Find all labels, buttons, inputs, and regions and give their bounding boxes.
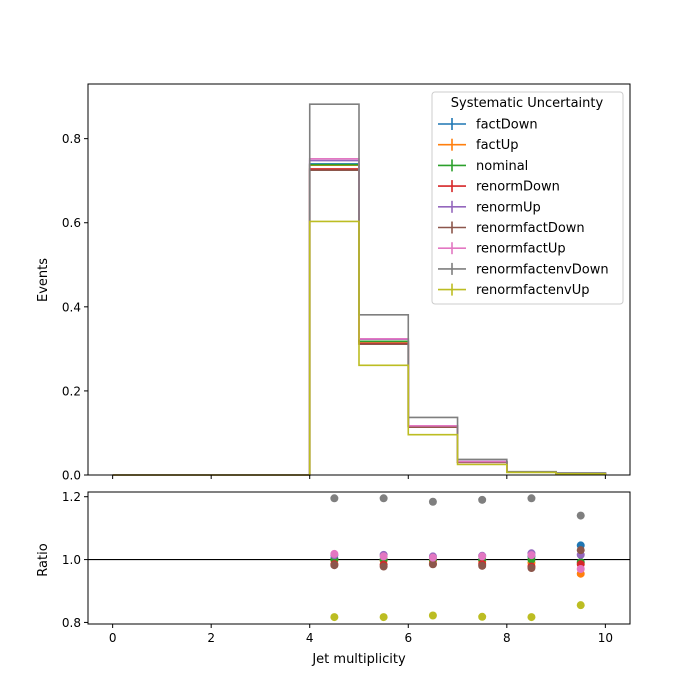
legend-title: Systematic Uncertainty — [451, 96, 604, 111]
ratio-point — [330, 613, 339, 622]
ratio-point — [527, 613, 536, 622]
legend-entry-renormfactenvUp: renormfactenvUp — [438, 283, 590, 298]
ratio-point — [478, 561, 487, 570]
ratio-point — [379, 552, 388, 561]
ratio-point — [576, 546, 585, 555]
ratio-point — [428, 560, 437, 569]
x-tick-label: 6 — [404, 631, 412, 645]
main-y-tick-label: 0.0 — [62, 469, 81, 483]
ratio-x-ticks: 0 2 4 6 8 10 — [109, 624, 613, 645]
ratio-point — [379, 613, 388, 622]
ratio-y-tick-label: 1.2 — [62, 490, 81, 504]
legend-entry-renormfactDown: renormfactDown — [438, 221, 585, 236]
ratio-point — [576, 511, 585, 520]
main-axes-frame — [87, 83, 631, 476]
ratio-y-tick-label: 1.0 — [62, 553, 81, 567]
main-y-tick-label: 0.2 — [62, 384, 81, 398]
legend-label: factDown — [476, 118, 538, 133]
legend-entries: factDown factUp nominal renormDown renormUp r… — [438, 118, 609, 298]
legend-entry-renormfactenvDown: renormfactenvDown — [438, 262, 609, 277]
ratio-series-renormfactenvUp — [330, 601, 585, 622]
main-y-tick-label: 0.8 — [62, 132, 81, 146]
legend-entry-renormUp: renormUp — [438, 200, 541, 215]
ratio-point — [478, 612, 487, 621]
legend-entry-renormfactUp: renormfactUp — [438, 242, 566, 257]
legend-label: renormUp — [476, 200, 541, 215]
legend-label: renormfactenvUp — [476, 283, 590, 298]
ratio-y-ticks: 0.8 1.0 1.2 — [62, 490, 88, 630]
ratio-point — [478, 495, 487, 504]
main-y-tick-label: 0.6 — [62, 216, 81, 230]
ratio-point — [428, 611, 437, 620]
x-tick-label: 4 — [306, 631, 314, 645]
main-y-ticks: 0.0 0.2 0.4 0.6 0.8 — [62, 132, 88, 483]
ratio-point — [330, 494, 339, 503]
ratio-y-tick-label: 0.8 — [62, 616, 81, 630]
legend-label: renormfactenvDown — [476, 262, 609, 277]
ratio-point — [428, 553, 437, 562]
legend-entry-renormDown: renormDown — [438, 180, 560, 195]
legend-entry-factUp: factUp — [438, 138, 519, 153]
ratio-point — [478, 552, 487, 561]
ratio-point — [379, 494, 388, 503]
ratio-axes-frame — [87, 491, 631, 625]
x-tick-label: 10 — [598, 631, 613, 645]
ratio-points — [330, 494, 585, 622]
ratio-series-renormfactenvDown — [330, 494, 585, 520]
ratio-point — [428, 497, 437, 506]
ratio-point — [576, 565, 585, 573]
main-y-tick-label: 0.4 — [62, 300, 81, 314]
ratio-point — [527, 494, 536, 503]
ratio-point — [576, 601, 585, 610]
legend-entry-nominal: nominal — [438, 159, 528, 174]
legend: Systematic Uncertainty factDown factUp nom… — [431, 91, 624, 305]
ratio-point — [527, 551, 536, 560]
ratio-series-renormfactUp — [330, 549, 585, 573]
legend-box — [431, 91, 624, 305]
legend-label: factUp — [476, 138, 519, 153]
ratio-point — [330, 561, 339, 570]
ratio-plot-area — [88, 492, 630, 624]
legend-label: renormfactUp — [476, 242, 566, 257]
ratio-point — [330, 549, 339, 558]
ratio-point — [379, 562, 388, 571]
x-tick-label: 0 — [109, 631, 117, 645]
ratio-panel: 0.8 1.0 1.2 0 2 4 6 8 10 Ratio Jet multiplicity — [36, 490, 631, 667]
ratio-point — [527, 564, 536, 573]
x-axis-label: Jet multiplicity — [311, 652, 406, 667]
main-y-axis-label: Events — [36, 258, 51, 302]
legend-label: renormDown — [476, 180, 560, 195]
ratio-series-renormfactDown — [330, 546, 585, 573]
legend-entry-factDown: factDown — [438, 118, 538, 133]
legend-label: renormfactDown — [476, 221, 585, 236]
x-tick-label: 8 — [503, 631, 511, 645]
ratio-y-axis-label: Ratio — [36, 543, 51, 576]
x-tick-label: 2 — [207, 631, 215, 645]
legend-label: nominal — [476, 159, 528, 174]
main-x-ticks — [112, 475, 606, 479]
